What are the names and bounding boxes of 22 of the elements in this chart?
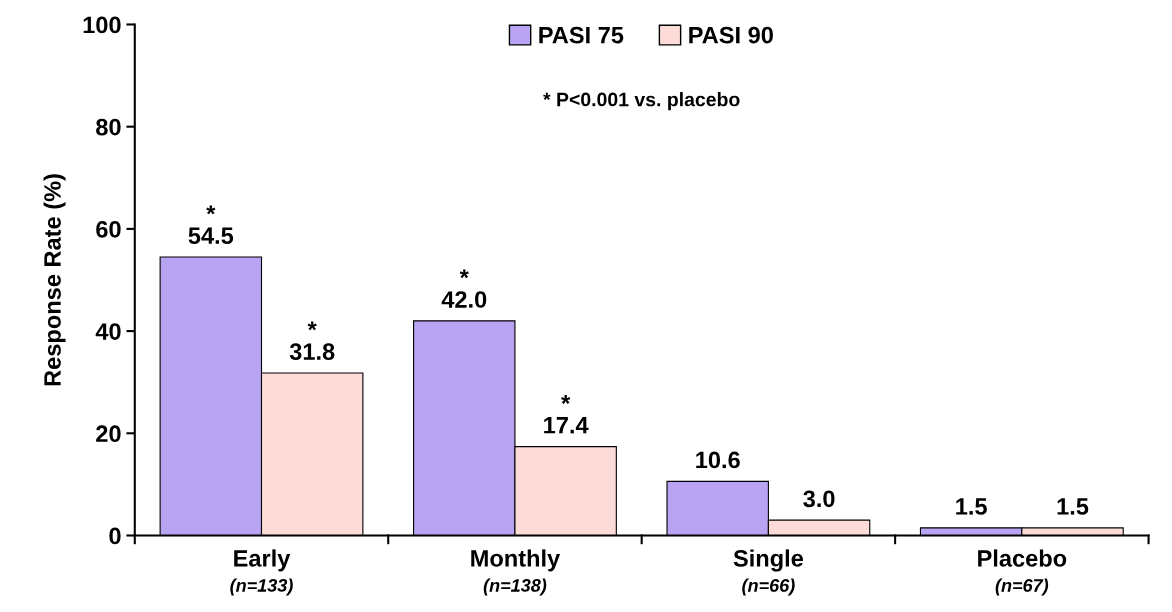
annotation: * P<0.001 vs. placebo — [543, 92, 740, 111]
legend-label: PASI 90 — [689, 26, 773, 44]
y-tick-label: 100 — [83, 16, 121, 34]
data-label: * 54.5 — [188, 205, 234, 244]
legend-label: PASI 75 — [539, 26, 624, 44]
y-axis-title: Response Rate (%) — [43, 174, 66, 386]
data-label: 3.0 — [803, 490, 835, 508]
data-label: 1.5 — [956, 498, 987, 515]
data-label: 1.5 — [1057, 498, 1089, 515]
x-tick-label: Placebo (n=67) — [978, 549, 1067, 596]
y-tick-label: 40 — [95, 323, 121, 340]
data-label: * 42.0 — [441, 269, 487, 308]
data-label: 10.6 — [696, 451, 740, 469]
x-tick-label: Monthly (n=138) — [471, 549, 561, 596]
y-tick-label: 60 — [96, 220, 121, 238]
data-label: * 17.4 — [544, 395, 589, 434]
x-tick-label: Early (n=133) — [230, 549, 293, 596]
y-tick-label: 0 — [109, 527, 121, 545]
x-tick-label: Single (n=66) — [733, 549, 804, 596]
data-label: * 31.8 — [289, 321, 335, 361]
y-tick-label: 80 — [96, 118, 121, 136]
y-tick-label: 20 — [96, 425, 121, 443]
